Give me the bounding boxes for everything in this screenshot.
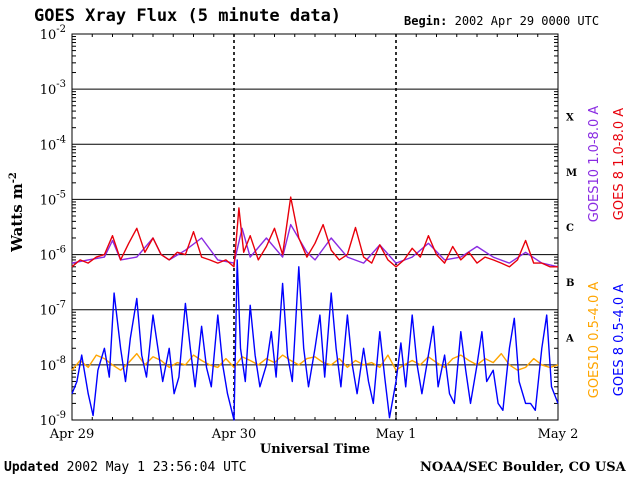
chart-title: GOES Xray Flux (5 minute data) bbox=[34, 6, 342, 26]
y-axis-ticks: 10-2 10-3 10-4 10-5 10-6 10-7 10-8 10-9 bbox=[40, 24, 558, 429]
series-line bbox=[71, 223, 559, 268]
y-axis-label-superscript: -2 bbox=[8, 172, 19, 183]
flare-class-label: A bbox=[565, 333, 574, 344]
y-tick-label: 10-9 bbox=[40, 410, 66, 429]
updated-label: Updated bbox=[4, 460, 59, 475]
x-tick-label: May 2 bbox=[538, 427, 579, 442]
y-tick-label: 10-2 bbox=[40, 24, 66, 43]
x-axis-label: Universal Time bbox=[260, 442, 370, 457]
legend-series-name: GOES10 0.5-4.0 A bbox=[587, 282, 602, 399]
updated-info: Updated 2002 May 1 23:56:04 UTC bbox=[4, 460, 247, 475]
y-tick-label: 10-6 bbox=[40, 245, 66, 264]
y-tick-label: 10-4 bbox=[40, 134, 66, 153]
series-line bbox=[71, 196, 558, 268]
x-tick-label: Apr 30 bbox=[211, 427, 257, 442]
y-axis-label: Watts m-2 bbox=[8, 172, 26, 253]
begin-info: Begin: 2002 Apr 29 0000 UTC bbox=[404, 14, 599, 28]
svg-text:Watts m-2: Watts m-2 bbox=[8, 172, 26, 253]
y-tick-label: 10-3 bbox=[40, 79, 66, 98]
y-axis-label-text: Watts m bbox=[8, 183, 26, 253]
y-tick-label: 10-8 bbox=[40, 355, 66, 374]
legend-series-name: GOES 8 0.5-4.0 A bbox=[612, 284, 627, 396]
x-tick-label: Apr 29 bbox=[49, 427, 95, 442]
y-tick-label: 10-7 bbox=[40, 300, 66, 319]
credit-text: NOAA/SEC Boulder, CO USA bbox=[420, 460, 626, 475]
x-tick-label: May 1 bbox=[376, 427, 417, 442]
legend: GOES10 1.0-8.0 A GOES 8 1.0-8.0 A GOES10 0… bbox=[587, 106, 627, 399]
begin-value: 2002 Apr 29 0000 UTC bbox=[454, 14, 600, 28]
flare-class-label: C bbox=[566, 223, 574, 234]
flare-class-label: X bbox=[566, 113, 574, 124]
legend-series-name: GOES 8 1.0-8.0 A bbox=[612, 108, 627, 220]
day-dividers bbox=[233, 34, 397, 420]
series-lines bbox=[71, 196, 559, 421]
begin-label: Begin: bbox=[404, 14, 448, 28]
updated-value: 2002 May 1 23:56:04 UTC bbox=[66, 460, 247, 475]
x-axis-ticks: Apr 29 Apr 30 May 1 May 2 bbox=[49, 34, 579, 442]
legend-series-name: GOES10 1.0-8.0 A bbox=[587, 106, 602, 223]
series-line bbox=[71, 259, 559, 421]
flare-class-label: B bbox=[566, 278, 574, 289]
y-tick-label: 10-5 bbox=[40, 189, 66, 208]
flare-class-label: M bbox=[566, 168, 577, 179]
flare-class-labels: X M C B A bbox=[565, 113, 577, 345]
